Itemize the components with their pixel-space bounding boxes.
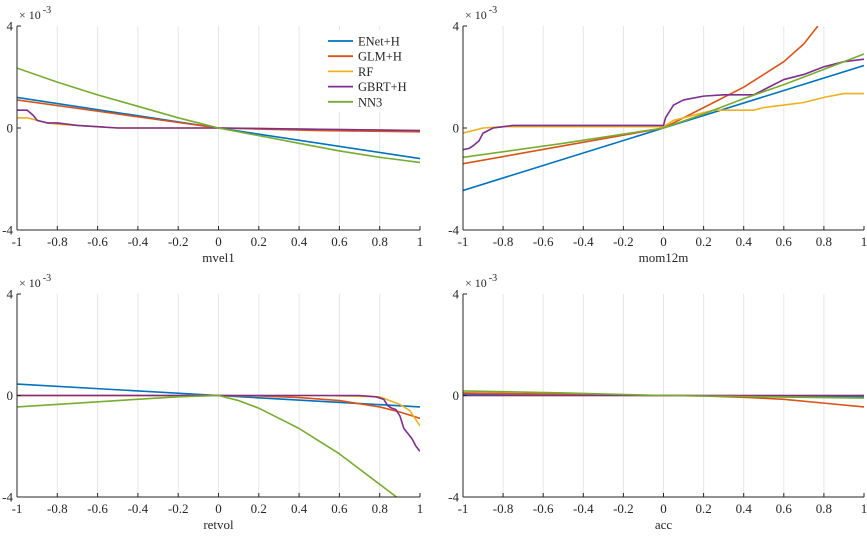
y-tick-label: -4	[448, 490, 459, 505]
legend-label: NN3	[358, 95, 382, 109]
x-tick-label: 0.8	[816, 234, 832, 249]
x-tick-label: -0.6	[87, 501, 108, 516]
x-tick-label: 1	[861, 501, 867, 516]
x-tick-label: 0.4	[736, 234, 753, 249]
x-tick-label: -0.2	[613, 234, 634, 249]
x-tick-label: -0.8	[493, 501, 514, 516]
x-tick-label: -0.4	[128, 501, 149, 516]
series-line-glm-h	[463, 26, 819, 165]
x-tick-label: 0.2	[695, 234, 711, 249]
x-axis-label: retvol	[203, 517, 234, 532]
x-tick-label: -0.2	[168, 501, 189, 516]
y-tick-label: 0	[453, 121, 460, 136]
x-tick-label: -1	[12, 234, 23, 249]
x-tick-label: 0.2	[251, 501, 267, 516]
x-tick-label: 1	[861, 234, 867, 249]
y-exponent-label: × 10 -3	[465, 5, 497, 22]
y-tick-label: 4	[7, 19, 14, 34]
legend-label: GLM+H	[358, 50, 402, 64]
x-tick-label: 0.8	[372, 501, 388, 516]
x-tick-label: 0	[215, 234, 222, 249]
series-line-nn3	[17, 67, 420, 164]
y-tick-label: 4	[7, 287, 14, 302]
x-tick-label: -0.6	[87, 234, 108, 249]
x-tick-label: -0.8	[47, 234, 68, 249]
subplot-mom12m: -1 -0.8 -0.6 -0.4 -0.2 0 0.2 0.4 0.6 0.8 1 -4 0 4 × 10…	[448, 5, 867, 265]
x-tick-label: 0	[215, 501, 222, 516]
legend-label: ENet+H	[358, 35, 400, 49]
x-tick-label: 0	[660, 234, 667, 249]
x-tick-label: 1	[417, 501, 424, 516]
x-tick-label: 0.4	[736, 501, 753, 516]
x-tick-label: -0.6	[533, 501, 554, 516]
x-tick-label: 0.6	[331, 501, 348, 516]
x-axis-label: mvel1	[202, 250, 235, 265]
series-line-gbrt-h	[463, 58, 864, 151]
series-line-gbrt-h	[17, 394, 420, 452]
x-tick-label: -0.6	[533, 234, 554, 249]
y-tick-label: -4	[2, 223, 13, 238]
subplot-mvel1: -1 -0.8 -0.6 -0.4 -0.2 0 0.2 0.4 0.6 0.8 1 -4 0 4 × 10…	[2, 5, 423, 265]
x-tick-label: 1	[417, 234, 424, 249]
y-exponent-label: × 10 -3	[465, 273, 497, 290]
series-line-nn3	[463, 390, 864, 399]
x-axis-label: mom12m	[639, 250, 689, 265]
x-tick-label: -0.4	[573, 234, 594, 249]
x-tick-label: -0.4	[128, 234, 149, 249]
series-line-nn3	[17, 394, 398, 497]
x-tick-label: -0.8	[493, 234, 514, 249]
y-exponent-label: × 10 -3	[19, 5, 51, 22]
y-tick-label: 0	[7, 121, 14, 136]
subplot-retvol: -1 -0.8 -0.6 -0.4 -0.2 0 0.2 0.4 0.6 0.8 1 -4 0 4 × 10…	[2, 273, 423, 532]
x-tick-label: 0	[660, 501, 667, 516]
x-tick-label: -0.8	[47, 501, 68, 516]
subplot-acc: -1 -0.8 -0.6 -0.4 -0.2 0 0.2 0.4 0.6 0.8 1 -4 0 4 × 10…	[448, 273, 867, 532]
y-tick-label: 0	[453, 388, 460, 403]
y-tick-label: 4	[453, 287, 460, 302]
y-tick-label: 0	[7, 388, 14, 403]
x-tick-label: 0.8	[372, 234, 388, 249]
y-tick-label: -4	[2, 490, 13, 505]
y-tick-label: -4	[448, 223, 459, 238]
x-tick-label: 0.2	[251, 234, 267, 249]
x-tick-label: -1	[458, 501, 469, 516]
x-tick-label: 0.6	[331, 234, 348, 249]
series-line-nn3	[463, 53, 864, 159]
x-tick-label: 0.6	[776, 501, 793, 516]
legend-label: RF	[358, 65, 373, 79]
x-tick-label: 0.4	[291, 234, 308, 249]
x-tick-label: -0.2	[168, 234, 189, 249]
x-tick-label: 0.8	[816, 501, 832, 516]
x-tick-label: 0.4	[291, 501, 308, 516]
x-tick-label: -0.2	[613, 501, 634, 516]
x-tick-label: -0.4	[573, 501, 594, 516]
legend-label: GBRT+H	[358, 80, 407, 94]
y-exponent-label: × 10 -3	[19, 273, 51, 290]
x-tick-label: -1	[458, 234, 469, 249]
y-tick-label: 4	[453, 19, 460, 34]
x-tick-label: 0.6	[776, 234, 793, 249]
x-tick-label: -1	[12, 501, 23, 516]
x-axis-label: acc	[655, 517, 673, 532]
x-tick-label: 0.2	[695, 501, 711, 516]
